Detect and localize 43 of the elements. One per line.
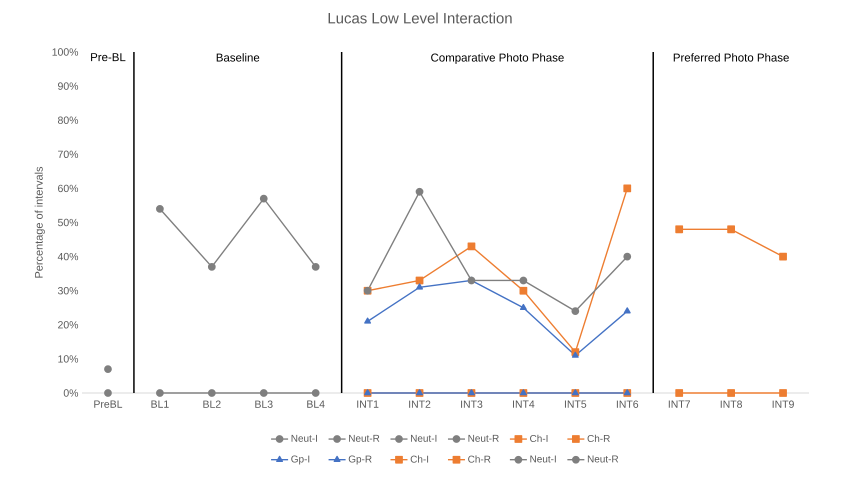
x-tick-label: INT4 (513, 400, 534, 408)
y-tick-label: 70% (58, 150, 78, 158)
x-tick-label: INT2 (409, 400, 430, 408)
annotation: Preferred Photo Phase (674, 53, 789, 62)
x-tick-label: INT7 (668, 400, 690, 408)
x-tick-label: INT9 (772, 400, 794, 408)
x-tick-label: INT8 (720, 400, 742, 408)
legend-label: Ch-I (530, 434, 548, 442)
x-tick-label: INT6 (616, 400, 638, 408)
annotation: Baseline (216, 53, 260, 62)
legend-label: Neut-I (530, 456, 556, 462)
legend-label: Neut-R (349, 434, 380, 442)
y-tick-label: 10% (58, 355, 78, 363)
legend-label: Neut-R (468, 434, 499, 442)
x-tick-label: PreBL (94, 400, 122, 408)
y-tick-label: 30% (58, 287, 78, 294)
y-tick-label: 0% (64, 389, 78, 397)
legend-label: Gp-R (348, 456, 372, 465)
legend-label: Neut-R (588, 456, 618, 462)
x-tick-label: INT3 (461, 400, 482, 408)
y-tick-label: 60% (58, 184, 78, 192)
x-tick-label: BL1 (151, 400, 169, 408)
annotation: Pre-BL (91, 53, 126, 62)
x-tick-label: INT1 (357, 400, 378, 408)
legend-label: Ch-R (468, 455, 490, 463)
legend-label: Neut-I (292, 434, 317, 442)
y-tick-label: 90% (58, 82, 78, 90)
legend-label: Ch-R (588, 434, 610, 442)
x-tick-label: INT5 (564, 400, 586, 408)
y-tick-label: 100% (52, 48, 78, 56)
y-tick-label: 50% (58, 218, 78, 226)
x-tick-label: BL4 (307, 400, 325, 408)
y-tick-label: 20% (58, 321, 78, 329)
x-tick-label: BL2 (203, 400, 221, 408)
annotation: Comparative Photo Phase (431, 53, 564, 64)
x-tick-label: BL3 (255, 400, 273, 408)
legend-label: Gp-I (291, 456, 310, 465)
legend-label: Ch-I (410, 455, 428, 463)
y-axis-title: Percentage of intervals (34, 166, 45, 278)
legend-label: Neut-I (410, 434, 436, 442)
y-tick-label: 40% (58, 252, 78, 260)
chart-title: Lucas Low Level Interaction (328, 12, 512, 24)
y-tick-label: 80% (58, 116, 78, 124)
